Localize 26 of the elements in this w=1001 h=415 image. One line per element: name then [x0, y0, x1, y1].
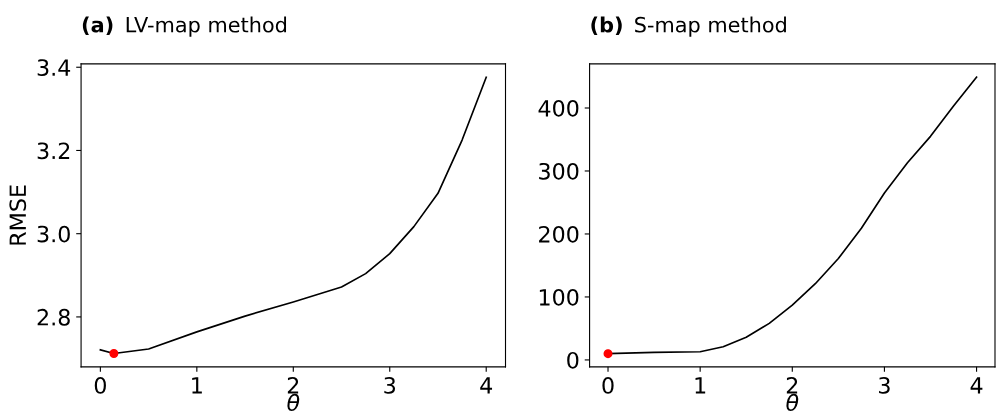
x-tick-label: 1 — [192, 377, 202, 394]
y-tick-label: 2.8 — [37, 308, 70, 326]
y-tick-label: 3.0 — [37, 225, 70, 243]
y-tick-label: 3.2 — [37, 142, 70, 160]
x-tick-label: 1 — [695, 377, 706, 394]
y-tick-label: 300 — [539, 162, 579, 180]
y-tick-label: 100 — [539, 288, 579, 306]
chart-title: LV-map method — [126, 16, 287, 37]
y-tick-label: 0 — [567, 351, 579, 369]
x-tick-label: 2 — [786, 376, 798, 394]
x-tick-label: 3 — [879, 376, 890, 394]
x-tick-label: 3 — [384, 376, 396, 394]
y-tick-label: 3.4 — [37, 59, 71, 76]
y-tick-label: 200 — [539, 225, 579, 243]
x-tick-label: 0 — [94, 376, 106, 394]
x-tick-label: 0 — [602, 376, 614, 394]
y-axis-title: RMSE — [9, 185, 27, 245]
x-axis-title: θ — [287, 393, 300, 412]
x-tick-label: 4 — [480, 377, 493, 394]
x-tick-label: 4 — [970, 377, 983, 394]
text: (a) — [82, 16, 113, 36]
x-tick-label: 2 — [287, 376, 299, 394]
y-tick-label: 400 — [538, 99, 579, 117]
chart-title: S-map method — [635, 16, 786, 37]
x-axis-title: θ — [786, 393, 799, 412]
text: (b) — [591, 16, 622, 36]
